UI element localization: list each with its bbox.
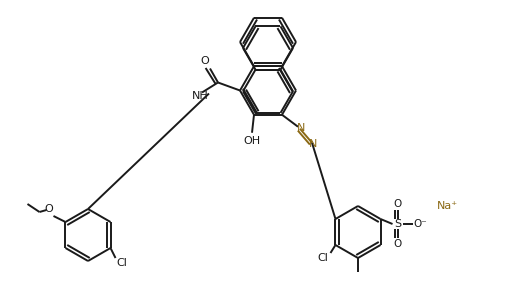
- Text: O: O: [393, 199, 402, 209]
- Text: Cl: Cl: [317, 253, 328, 263]
- Text: O: O: [201, 56, 209, 67]
- Text: O: O: [393, 239, 402, 249]
- Text: O⁻: O⁻: [414, 219, 428, 229]
- Text: OH: OH: [243, 136, 261, 146]
- Text: S: S: [394, 219, 401, 229]
- Text: O: O: [44, 204, 53, 214]
- Text: Na⁺: Na⁺: [437, 201, 458, 211]
- Text: N: N: [297, 123, 305, 133]
- Text: NH: NH: [191, 91, 208, 102]
- Text: Cl: Cl: [116, 258, 127, 268]
- Text: N: N: [309, 139, 317, 149]
